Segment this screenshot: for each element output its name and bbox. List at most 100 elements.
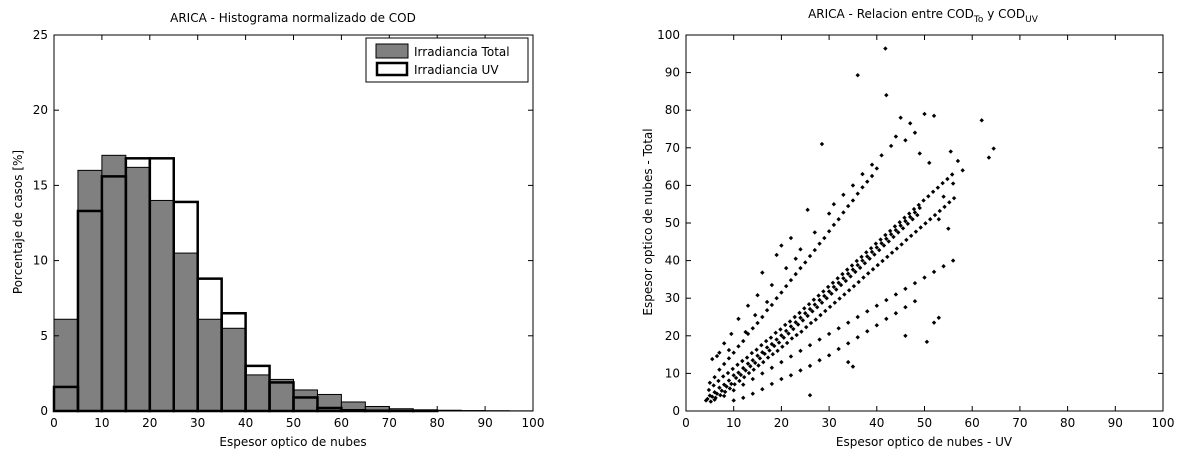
- scatter-point: [813, 248, 817, 252]
- scatter-point: [736, 344, 740, 348]
- scatter-point: [752, 367, 756, 371]
- scatter-point: [832, 223, 836, 227]
- scatter-point: [884, 317, 888, 321]
- scatter-point: [945, 177, 949, 181]
- scatter-point: [909, 234, 913, 238]
- legend-swatch-uv: [377, 63, 407, 75]
- y-tick-label: 5: [40, 329, 48, 343]
- scatter-point: [783, 323, 787, 327]
- x-tick-label: 70: [1012, 416, 1027, 430]
- scatter-point: [932, 320, 936, 324]
- y-tick-label: 80: [665, 103, 680, 117]
- scatter-point: [798, 349, 802, 353]
- scatter-point: [902, 216, 906, 220]
- scatter-point: [908, 121, 912, 125]
- scatter-point: [922, 275, 926, 279]
- scatter-point: [798, 247, 802, 251]
- scatter-point: [807, 302, 811, 306]
- bar-total: [270, 379, 294, 411]
- scatter-point: [949, 149, 953, 153]
- scatter-xlabel: Espesor optico de nubes - UV: [836, 435, 1013, 449]
- scatter-point: [789, 354, 793, 358]
- y-tick-label: 10: [33, 254, 48, 268]
- x-tick-label: 60: [334, 416, 349, 430]
- scatter-point: [898, 116, 902, 120]
- scatter-point: [845, 267, 849, 271]
- bar-total: [102, 155, 126, 411]
- scatter-point: [750, 351, 754, 355]
- scatter-point: [715, 354, 719, 358]
- bar-total: [198, 319, 222, 411]
- scatter-point: [907, 211, 911, 215]
- scatter-point: [717, 351, 721, 355]
- scatter-point: [760, 387, 764, 391]
- scatter-point: [921, 198, 925, 202]
- scatter-title-mid: y COD: [983, 7, 1025, 21]
- scatter-point: [827, 332, 831, 336]
- scatter-point: [836, 347, 840, 351]
- scatter-point: [820, 142, 824, 146]
- scatter-point: [980, 118, 984, 122]
- scatter-point: [951, 181, 955, 185]
- scatter-point: [875, 304, 879, 308]
- scatter-point: [826, 285, 830, 289]
- scatter-point: [851, 198, 855, 202]
- scatter-point: [756, 363, 760, 367]
- scatter-point: [931, 190, 935, 194]
- bar-total: [126, 167, 150, 411]
- scatter-point: [765, 345, 769, 349]
- scatter-point: [860, 185, 864, 189]
- scatter-point: [717, 367, 721, 371]
- histogram-ylabel: Porcentaje de casos [%]: [11, 150, 25, 294]
- scatter-point: [779, 360, 783, 364]
- scatter-point: [736, 317, 740, 321]
- scatter-point: [880, 259, 884, 263]
- scatter-point: [936, 185, 940, 189]
- scatter-point: [875, 166, 879, 170]
- scatter-point: [751, 392, 755, 396]
- scatter-title-base: ARICA - Relacion entre COD: [808, 7, 974, 21]
- scatter-point: [778, 327, 782, 331]
- scatter-point: [731, 367, 735, 371]
- scatter-point: [864, 250, 868, 254]
- scatter-point: [790, 336, 794, 340]
- scatter-point: [904, 238, 908, 242]
- scatter-point: [850, 263, 854, 267]
- scatter-point: [710, 357, 714, 361]
- scatter-point: [871, 267, 875, 271]
- bar-total: [222, 328, 246, 411]
- scatter-point: [827, 353, 831, 357]
- y-tick-label: 0: [672, 404, 680, 418]
- bar-total: [78, 170, 102, 411]
- y-tick-label: 10: [665, 366, 680, 380]
- scatter-point: [903, 305, 907, 309]
- scatter-point: [835, 276, 839, 280]
- scatter-point: [727, 356, 731, 360]
- scatter-point: [866, 271, 870, 275]
- scatter-point: [817, 358, 821, 362]
- scatter-point: [794, 257, 798, 261]
- bar-total: [150, 200, 174, 411]
- scatter-point: [754, 348, 758, 352]
- scatter-point: [765, 300, 769, 304]
- scatter-point: [793, 315, 797, 319]
- scatter-point: [720, 388, 724, 392]
- scatter-point: [817, 337, 821, 341]
- scatter-point: [890, 251, 894, 255]
- scatter-point: [766, 355, 770, 359]
- y-tick-label: 30: [665, 291, 680, 305]
- scatter-point: [779, 243, 783, 247]
- scatter-point: [759, 343, 763, 347]
- scatter-point: [784, 284, 788, 288]
- scatter-point: [922, 112, 926, 116]
- scatter-point: [770, 382, 774, 386]
- scatter-point: [918, 151, 922, 155]
- scatter-point: [755, 321, 759, 325]
- scatter-point: [732, 382, 736, 386]
- scatter-point: [828, 305, 832, 309]
- scatter-point: [883, 46, 887, 50]
- y-tick-label: 90: [665, 66, 680, 80]
- scatter-point: [852, 284, 856, 288]
- scatter-point: [833, 301, 837, 305]
